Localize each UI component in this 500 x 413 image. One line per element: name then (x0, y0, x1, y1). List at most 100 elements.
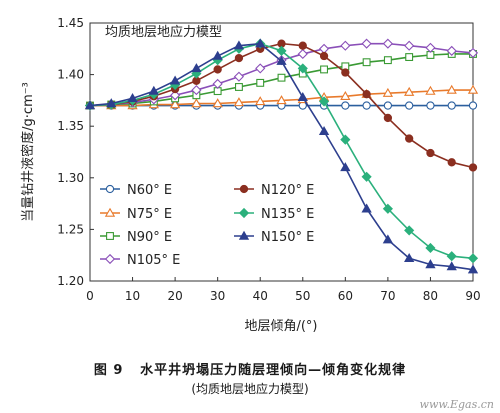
watermark: www.Egas.cn (419, 398, 494, 411)
data-point (170, 90, 181, 101)
data-point (405, 53, 414, 62)
legend-label: N135° E (261, 207, 314, 222)
y-tick-label: 1.30 (57, 171, 84, 185)
data-point (297, 63, 308, 74)
data-point (233, 40, 245, 50)
legend-item: N135° E (234, 207, 314, 222)
series-layer (84, 38, 479, 274)
data-point (446, 84, 457, 94)
legend: N60° E N75° E N90° E N105° E N120° E N135° E N… (100, 183, 314, 268)
data-point (234, 83, 243, 91)
legend-item: N90° E (100, 230, 172, 245)
data-point (467, 264, 479, 274)
legend-label: N75° E (127, 207, 172, 222)
data-point (382, 38, 393, 49)
legend-marker (106, 232, 114, 240)
data-point (404, 252, 415, 262)
data-point (233, 97, 245, 107)
legend-marker (238, 230, 250, 240)
data-point (234, 53, 244, 63)
figure-label: 图 9 (93, 363, 124, 378)
data-point (383, 56, 392, 65)
data-point (169, 75, 181, 85)
legend-item: N75° E (100, 207, 172, 222)
data-point (212, 98, 223, 108)
legend-marker (104, 207, 116, 217)
data-point (383, 101, 393, 110)
x-tick-label: 50 (295, 289, 310, 303)
data-point (362, 58, 371, 67)
data-point (191, 85, 202, 96)
data-point (467, 84, 479, 94)
x-tick-label: 10 (125, 289, 140, 303)
data-point (425, 259, 436, 269)
data-point (277, 73, 286, 82)
data-point (405, 101, 414, 110)
x-tick-label: 80 (423, 289, 438, 303)
x-tick-label: 60 (338, 289, 353, 303)
data-point (318, 96, 330, 107)
data-point (340, 40, 351, 51)
legend-item: N150° E (234, 230, 314, 245)
data-point (233, 71, 245, 82)
data-point (191, 98, 202, 108)
data-point (447, 101, 456, 110)
data-point (255, 96, 266, 106)
data-point (319, 51, 329, 61)
data-point (467, 253, 479, 264)
data-point (320, 65, 329, 74)
data-point (383, 113, 393, 123)
legend-item: N60° E (100, 183, 172, 198)
data-point (447, 158, 456, 167)
data-point (361, 171, 372, 182)
data-point (404, 86, 415, 96)
data-point (297, 48, 308, 60)
data-point (340, 90, 351, 100)
data-point (340, 162, 351, 172)
y-tick-label: 1.45 (57, 16, 84, 30)
y-axis-label: 当量钻井液密度/g·cm⁻³ (20, 82, 36, 222)
data-point (362, 90, 371, 99)
data-point (382, 234, 394, 244)
data-point (468, 101, 478, 110)
data-point (212, 50, 223, 60)
legend-marker (239, 184, 249, 194)
data-point (212, 78, 223, 89)
axis-ticks: 0 10 20 30 40 50 60 70 80 90 1.20 1.25 1.30 1.35 1.40 1… (57, 16, 480, 303)
data-point (169, 99, 181, 109)
data-point (446, 261, 457, 271)
y-tick-label: 1.35 (57, 119, 84, 133)
figure-subcaption: (均质地层地应力模型) (191, 382, 309, 396)
data-point (467, 47, 479, 59)
data-point (446, 45, 457, 56)
data-point (127, 93, 138, 103)
data-point (361, 203, 372, 213)
data-point (425, 242, 436, 254)
data-point (276, 95, 287, 105)
legend-marker (238, 207, 250, 219)
figure-title: 水平井坍塌压力随层理倾向—倾角变化规律 (140, 363, 407, 378)
data-point (426, 101, 435, 110)
data-point (276, 55, 287, 65)
data-point (382, 87, 394, 97)
data-point (298, 41, 307, 50)
legend-item: N105° E (100, 253, 180, 268)
data-point (425, 42, 436, 53)
y-tick-label: 1.20 (57, 274, 84, 288)
chart-title: 均质地层地应力模型 (105, 24, 222, 40)
data-point (468, 163, 478, 172)
x-tick-label: 40 (253, 289, 268, 303)
legend-marker (105, 184, 115, 194)
plot-frame (89, 22, 474, 282)
x-tick-label: 70 (380, 289, 395, 303)
data-point (404, 225, 415, 236)
series-7 (84, 38, 479, 274)
data-point (405, 134, 414, 143)
data-point (256, 78, 265, 87)
data-point (341, 101, 350, 110)
legend-marker (104, 253, 116, 265)
legend-item: N120° E (234, 183, 314, 198)
data-point (106, 98, 117, 108)
data-point (84, 100, 96, 110)
